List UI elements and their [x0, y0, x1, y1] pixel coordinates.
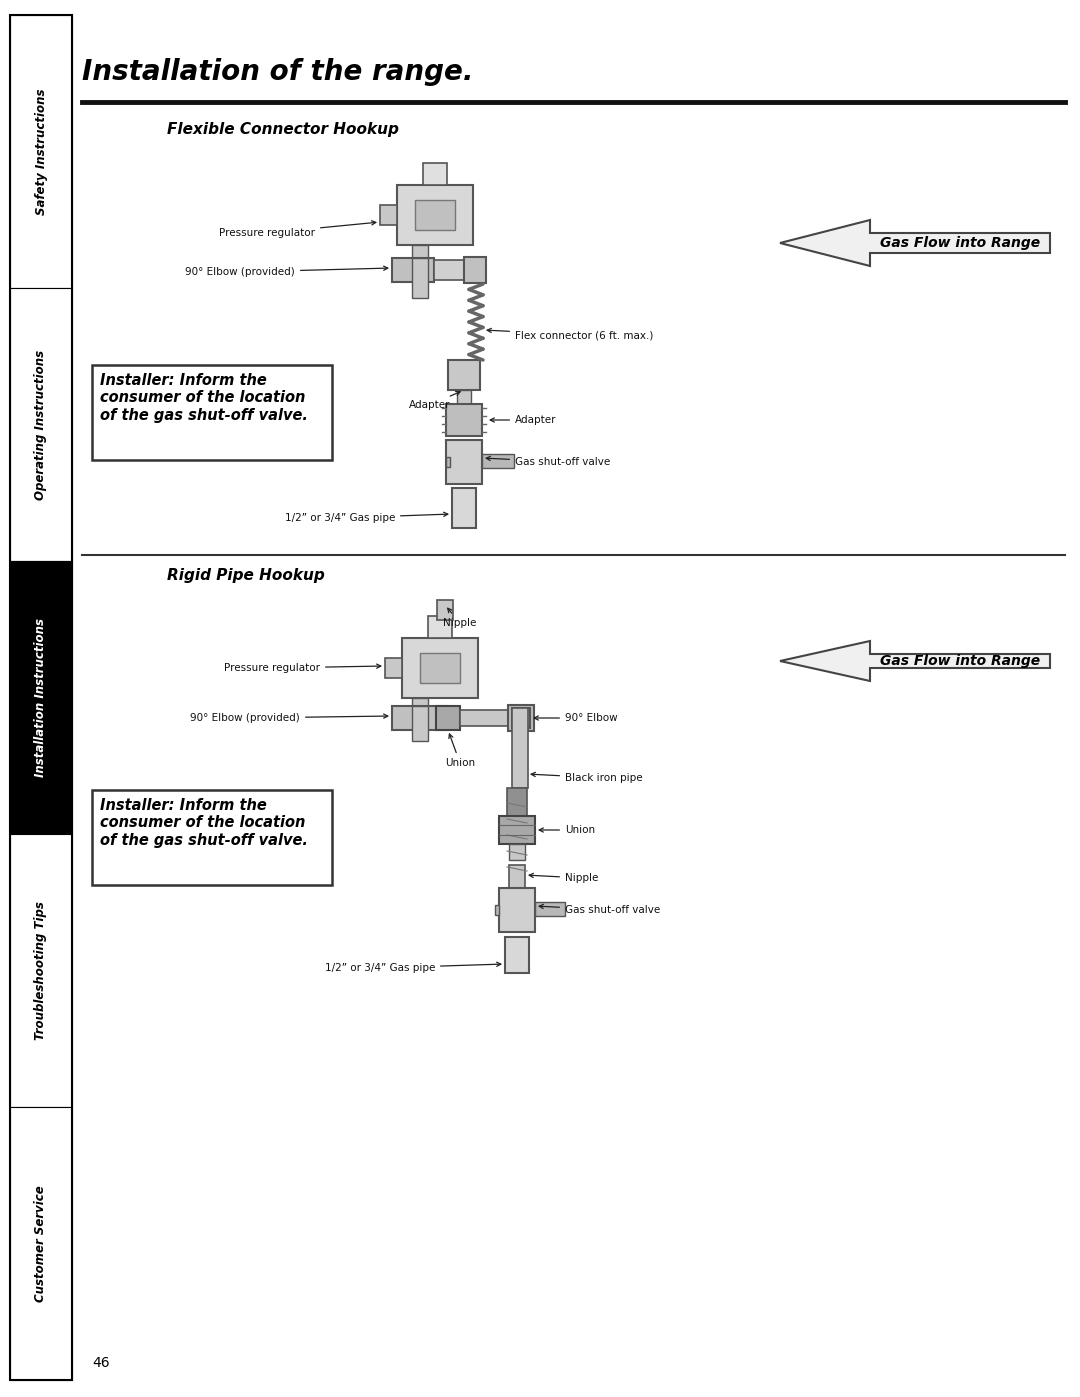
- Text: 90° Elbow (provided): 90° Elbow (provided): [190, 712, 388, 724]
- Bar: [509, 844, 525, 861]
- Text: Pressure regulator: Pressure regulator: [224, 664, 381, 673]
- Bar: [448, 360, 480, 390]
- Bar: [10, 15, 72, 288]
- Text: Rigid Pipe Hookup: Rigid Pipe Hookup: [167, 569, 325, 583]
- Text: 46: 46: [92, 1356, 110, 1370]
- Bar: [411, 705, 428, 740]
- Text: 1/2” or 3/4” Gas pipe: 1/2” or 3/4” Gas pipe: [325, 963, 501, 972]
- Bar: [384, 658, 402, 678]
- Bar: [415, 200, 455, 231]
- Polygon shape: [780, 641, 1050, 680]
- Bar: [508, 705, 534, 731]
- Bar: [10, 834, 72, 1106]
- Bar: [10, 1106, 72, 1380]
- Bar: [411, 258, 428, 298]
- Bar: [434, 260, 464, 279]
- Text: Black iron pipe: Black iron pipe: [531, 773, 643, 782]
- Text: Troubleshooting Tips: Troubleshooting Tips: [35, 901, 48, 1039]
- Text: Gas Flow into Range: Gas Flow into Range: [880, 236, 1040, 250]
- Bar: [380, 205, 397, 225]
- Bar: [428, 616, 453, 638]
- Text: 90° Elbow (provided): 90° Elbow (provided): [186, 267, 388, 277]
- Text: Installation Instructions: Installation Instructions: [35, 617, 48, 777]
- Bar: [397, 184, 473, 244]
- Polygon shape: [780, 219, 1050, 265]
- Bar: [436, 705, 460, 731]
- Text: Nipple: Nipple: [529, 873, 598, 883]
- Text: Gas Flow into Range: Gas Flow into Range: [880, 654, 1040, 668]
- Bar: [402, 638, 478, 698]
- Text: Flex connector (6 ft. max.): Flex connector (6 ft. max.): [487, 328, 653, 339]
- Bar: [535, 902, 565, 916]
- Text: Union: Union: [539, 826, 595, 835]
- Text: Operating Instructions: Operating Instructions: [35, 349, 48, 500]
- Text: 1/2” or 3/4” Gas pipe: 1/2” or 3/4” Gas pipe: [285, 513, 448, 522]
- Bar: [453, 488, 476, 528]
- Text: Nipple: Nipple: [443, 608, 476, 629]
- Bar: [446, 404, 482, 436]
- Bar: [460, 710, 519, 726]
- Bar: [509, 865, 525, 890]
- Bar: [495, 905, 499, 915]
- Bar: [464, 257, 486, 284]
- Text: Installation of the range.: Installation of the range.: [82, 59, 473, 87]
- Bar: [505, 937, 529, 972]
- Text: Pressure regulator: Pressure regulator: [219, 221, 376, 237]
- Bar: [446, 440, 482, 483]
- Bar: [411, 244, 428, 270]
- Text: Flexible Connector Hookup: Flexible Connector Hookup: [167, 122, 399, 137]
- Bar: [10, 288, 72, 562]
- Text: Adapter: Adapter: [490, 415, 556, 425]
- Bar: [446, 457, 450, 467]
- Bar: [482, 454, 514, 468]
- Text: Customer Service: Customer Service: [35, 1185, 48, 1302]
- Bar: [392, 705, 448, 731]
- Text: Installer: Inform the
consumer of the location
of the gas shut-off valve.: Installer: Inform the consumer of the lo…: [100, 798, 308, 848]
- Bar: [507, 788, 527, 820]
- Bar: [512, 708, 530, 728]
- Bar: [92, 789, 332, 886]
- Bar: [10, 562, 72, 834]
- Text: Gas shut-off valve: Gas shut-off valve: [486, 457, 610, 467]
- Bar: [499, 816, 535, 844]
- Bar: [411, 698, 428, 719]
- Bar: [512, 708, 528, 788]
- Text: Gas shut-off valve: Gas shut-off valve: [539, 904, 660, 915]
- Bar: [423, 163, 447, 184]
- Text: Union: Union: [445, 733, 475, 768]
- Text: Adapter: Adapter: [409, 391, 460, 409]
- Bar: [10, 15, 72, 1380]
- Bar: [420, 652, 460, 683]
- Text: Safety Instructions: Safety Instructions: [35, 88, 48, 215]
- Bar: [499, 888, 535, 932]
- Bar: [392, 258, 434, 282]
- Bar: [437, 599, 453, 620]
- Bar: [92, 365, 332, 460]
- Bar: [457, 390, 471, 405]
- Text: 90° Elbow: 90° Elbow: [535, 712, 618, 724]
- Text: Installer: Inform the
consumer of the location
of the gas shut-off valve.: Installer: Inform the consumer of the lo…: [100, 373, 308, 423]
